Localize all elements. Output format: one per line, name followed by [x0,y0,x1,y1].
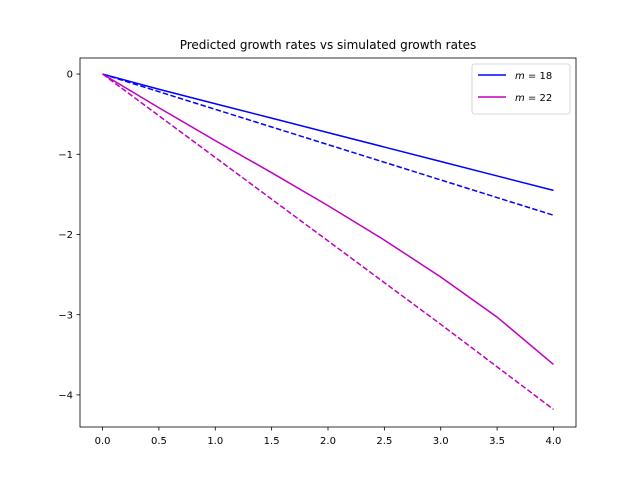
legend: m = 18 m = 22 [471,63,571,115]
series-line-3-solid [102,73,554,366]
series-line-1-solid [102,73,554,192]
y-axis: 0 −1 −2 −3 −4 [58,70,80,402]
x-tick-label: 3.0 [433,436,449,447]
x-tick-label: 1.0 [207,436,223,447]
chart-title: Predicted growth rates vs simulated grow… [180,38,477,52]
x-tick-label: 2.5 [376,436,392,447]
plot-lines [102,73,554,410]
series-line-4-dashed [102,73,554,410]
legend-box [471,63,571,115]
x-tick-label: 0.0 [95,436,111,447]
x-tick-label: 1.5 [264,436,280,447]
y-tick-label: −4 [58,391,73,402]
y-tick-label: 0 [67,70,73,81]
x-tick-label: 2.0 [320,436,336,447]
legend-label: m = 22 [515,93,552,104]
x-tick-label: 3.5 [489,436,505,447]
x-axis: 0.0 0.5 1.0 1.5 2.0 2.5 3.0 3.5 4.0 [95,427,562,447]
y-tick-label: −1 [58,150,73,161]
x-tick-label: 0.5 [151,436,167,447]
x-tick-label: 4.0 [546,436,562,447]
y-tick-label: −2 [58,230,73,241]
y-tick-label: −3 [58,310,73,321]
legend-label: m = 18 [515,71,552,82]
